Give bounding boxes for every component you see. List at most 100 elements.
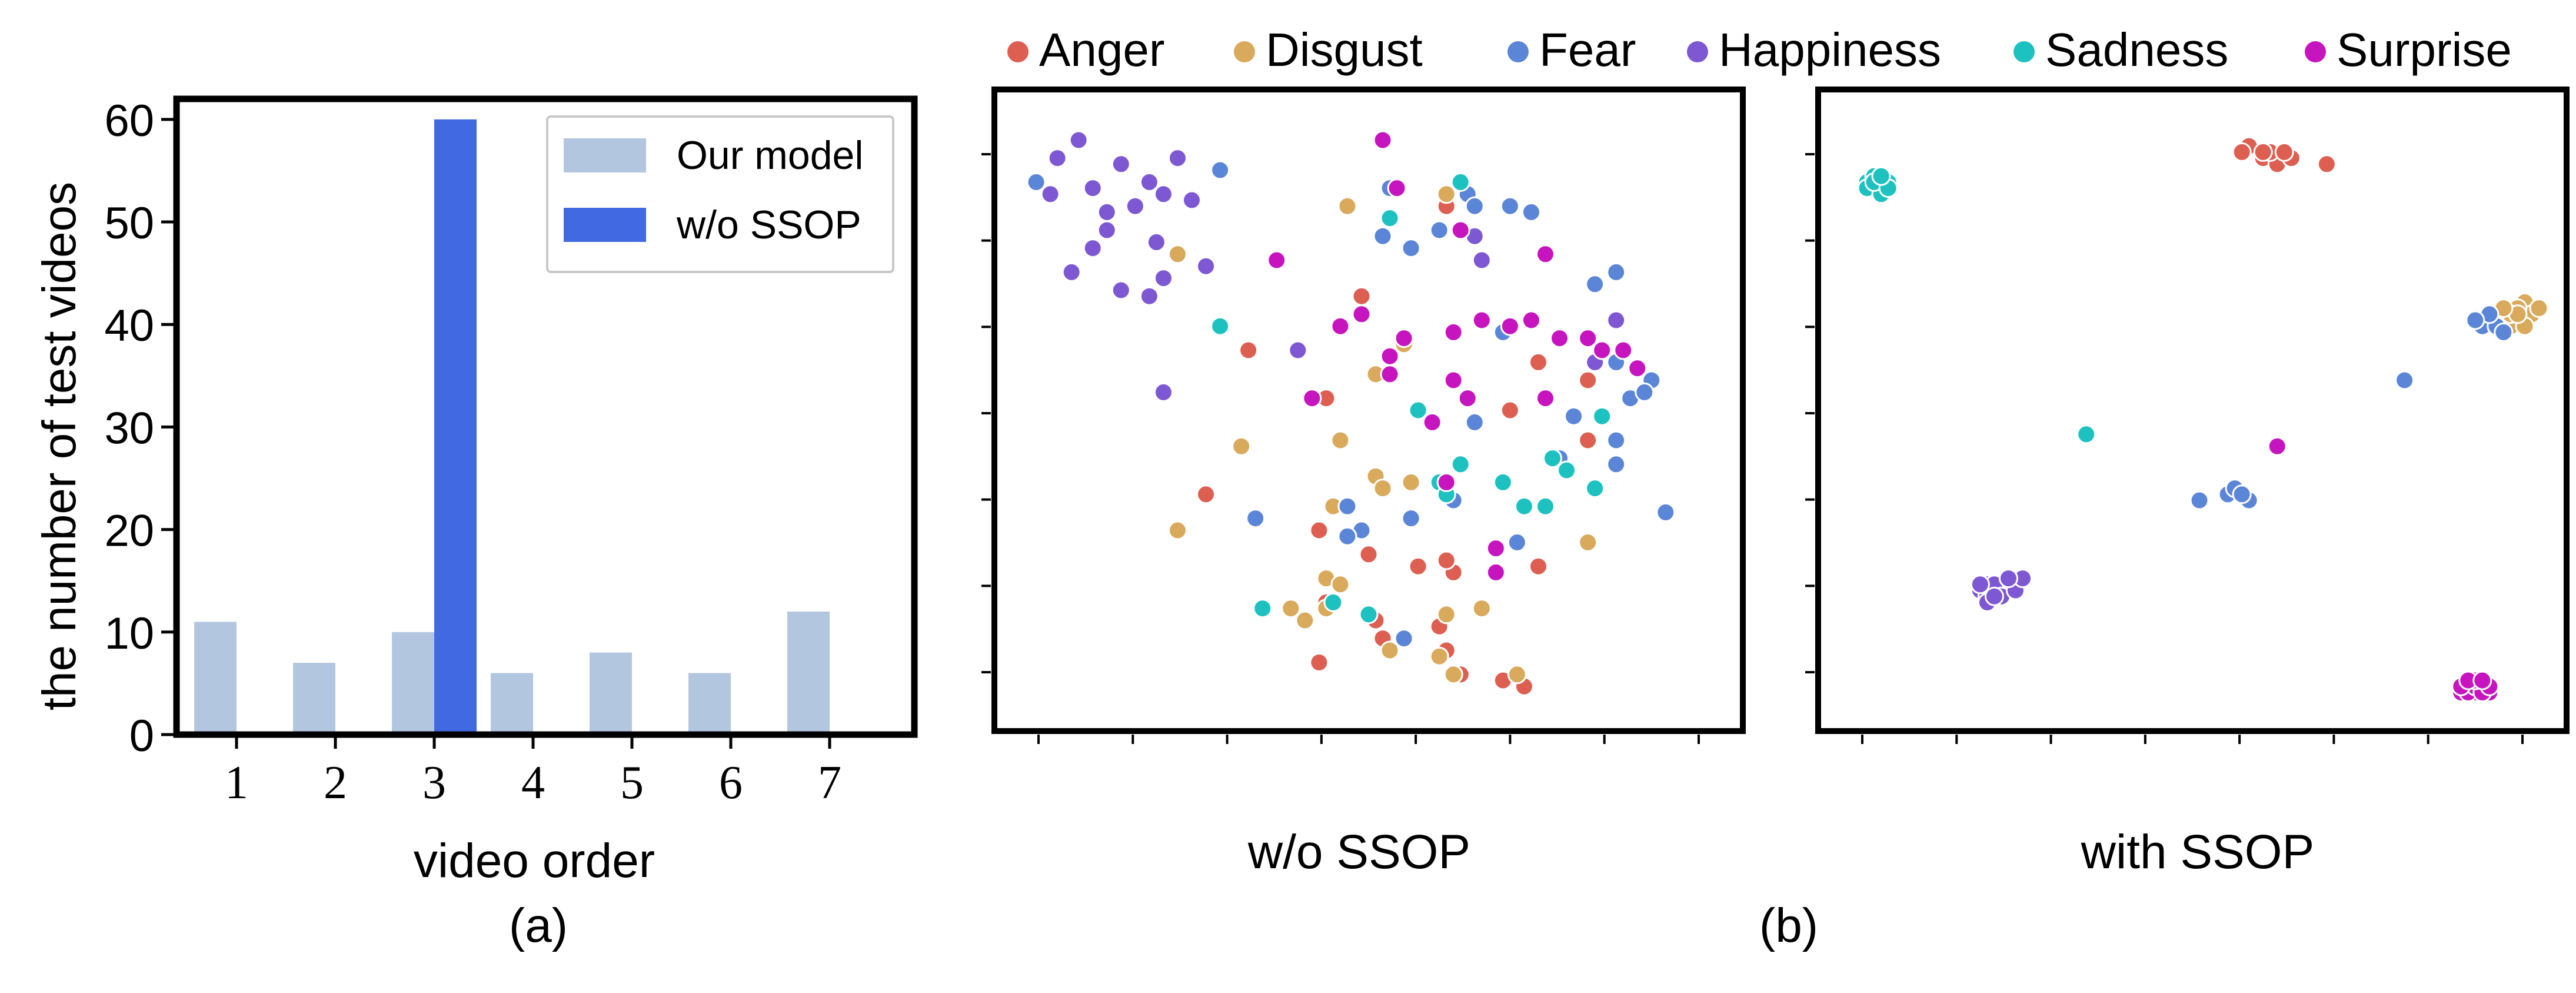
scatter-1-point-surprise-12 [1521, 310, 1541, 330]
legend-marker-sadness [2013, 41, 2035, 62]
scatter-1-point-fear-10 [1606, 262, 1626, 282]
scatter-1-point-surprise-14 [1578, 328, 1598, 348]
scatter-1-points [1026, 130, 1676, 696]
scatter-1-point-sadness-10 [1536, 496, 1555, 516]
scatter-1-point-happiness-8 [1097, 220, 1117, 240]
scatter-1-point-disgust-6 [1330, 430, 1350, 450]
scatter-1-point-sadness-1 [1380, 208, 1400, 228]
scatter-1-point-happiness-0 [1040, 184, 1060, 204]
scatter-1-point-surprise-5 [1352, 304, 1372, 324]
scatter-2-point-surprise-12 [2472, 670, 2492, 690]
emotion-legend: Anger Disgust Fear Happiness Sadness Surprise [1007, 24, 2512, 76]
scatter-1-point-sadness-3 [1408, 400, 1428, 420]
bar-w-o-ssop-3 [434, 119, 477, 735]
scatter-2-frame [1815, 87, 2570, 734]
scatter-1-point-fear-24 [1606, 454, 1626, 474]
scatter-1-point-fear-6 [1373, 226, 1393, 246]
scatter-2-label: with SSOP [2081, 825, 2314, 879]
scatter-1-point-fear-20 [1337, 496, 1357, 516]
scatter-1-point-anger-4 [1528, 352, 1548, 372]
bar-legend-label-w-o-ssop: w/o SSOP [676, 202, 861, 247]
scatter-2-point-disgust-9 [2529, 298, 2549, 318]
scatter-2-point-fear-10 [2189, 490, 2209, 510]
scatter-1-point-happiness-19 [1288, 340, 1308, 360]
scatter-1-point-surprise-7 [1394, 328, 1414, 348]
scatter-1-point-sadness-14 [1253, 599, 1273, 619]
bar-legend-label-our-model: Our model [677, 133, 863, 178]
scatter-2-point-surprise-13 [2267, 436, 2287, 456]
scatter-2-point-fear-4 [2494, 322, 2514, 342]
scatter-1-point-surprise-26 [1486, 562, 1506, 582]
bar-y-tick-label-10: 10 [104, 609, 154, 659]
scatter-1-point-anger-8 [1196, 484, 1216, 504]
scatter-1-point-happiness-10 [1167, 148, 1187, 168]
scatter-1-point-fear-14 [1564, 406, 1584, 426]
scatter-2-point-fear-3 [2465, 310, 2485, 330]
legend-marker-surprise [2305, 41, 2326, 62]
scatter-1-point-surprise-0 [1373, 130, 1393, 150]
scatter-1-frame [991, 87, 1746, 734]
scatter-1-point-sadness-15 [1323, 592, 1343, 612]
legend-label-sadness: Sadness [2045, 24, 2228, 76]
scatter-1-point-happiness-16 [1139, 286, 1159, 306]
scatter-2-point-happiness-14 [1984, 586, 2004, 606]
scatter-1-point-happiness-4 [1111, 154, 1131, 174]
scatter-1-point-surprise-15 [1592, 340, 1612, 360]
bars [194, 119, 830, 735]
scatter-1-point-fear-8 [1429, 220, 1449, 240]
scatter-1-point-happiness-18 [1153, 268, 1173, 288]
scatter-2-point-anger-7 [2274, 142, 2294, 162]
scatter-1-point-happiness-3 [1083, 178, 1103, 198]
scatter-1-point-sadness-0 [1450, 172, 1470, 192]
scatter-1-point-surprise-13 [1550, 328, 1570, 348]
scatter-1-point-sadness-4 [1592, 406, 1612, 426]
scatter-1-point-sadness-12 [1585, 479, 1605, 499]
scatter-1-point-sadness-16 [1359, 605, 1379, 625]
legend-marker-happiness [1687, 41, 1708, 62]
scatter-1-point-fear-27 [1394, 629, 1414, 649]
bar-our-model-2 [293, 663, 335, 735]
scatter-1-point-surprise-17 [1628, 358, 1648, 378]
bar-y-tick-label-50: 50 [104, 198, 154, 248]
scatter-1-point-disgust-23 [1472, 599, 1492, 619]
bar-our-model-4 [491, 673, 533, 735]
scatter-1-point-sadness-11 [1557, 460, 1577, 480]
scatter-1-point-happiness-2 [1069, 130, 1089, 150]
scatter-1-point-happiness-13 [1083, 238, 1103, 258]
scatter-1-point-disgust-2 [1167, 244, 1187, 264]
scatter-1-point-fear-1 [1210, 160, 1230, 180]
scatter-1-point-fear-5 [1521, 202, 1541, 222]
scatter-1-point-anger-10 [1359, 544, 1379, 564]
scatter-1-point-disgust-16 [1436, 605, 1456, 625]
scatter-1-label: w/o SSOP [1247, 825, 1470, 879]
legend-marker-disgust [1234, 41, 1255, 62]
scatter-1-point-fear-21 [1401, 509, 1421, 529]
scatter-2-point-sadness-10 [2076, 424, 2096, 444]
bar-y-tick-label-60: 60 [104, 96, 154, 146]
scatter-1-point-fear-7 [1401, 238, 1421, 258]
bar-x-tick-label-6: 6 [719, 757, 743, 809]
bar-y-tick-label-30: 30 [104, 403, 154, 453]
bar-x-tick-label-3: 3 [422, 757, 446, 809]
scatter-1-point-anger-16 [1309, 652, 1329, 672]
scatter-1-point-disgust-5 [1232, 436, 1252, 456]
bar-legend-swatch-w-o-ssop [564, 208, 646, 242]
scatter-1-point-anger-9 [1309, 520, 1329, 540]
scatter-1-point-surprise-18 [1443, 370, 1463, 390]
bar-legend: Our model w/o SSOP [546, 115, 894, 273]
bar-our-model-6 [688, 673, 731, 735]
scatter-1-point-happiness-1 [1047, 148, 1067, 168]
scatter-1-point-disgust-8 [1401, 472, 1421, 492]
scatter-1-point-happiness-24 [1472, 250, 1492, 270]
scatter-1-point-surprise-10 [1472, 310, 1492, 330]
scatter-1-point-fear-26 [1507, 532, 1527, 552]
bar-x-ticks: 1 2 3 4 5 6 7 [225, 735, 841, 809]
bar-our-model-5 [590, 652, 632, 735]
scatter-2-point-sadness-9 [1871, 166, 1891, 186]
scatter-1-point-happiness-11 [1182, 190, 1202, 210]
legend-marker-fear [1507, 41, 1529, 62]
bar-our-model-1 [194, 622, 237, 735]
legend-label-disgust: Disgust [1266, 24, 1423, 76]
